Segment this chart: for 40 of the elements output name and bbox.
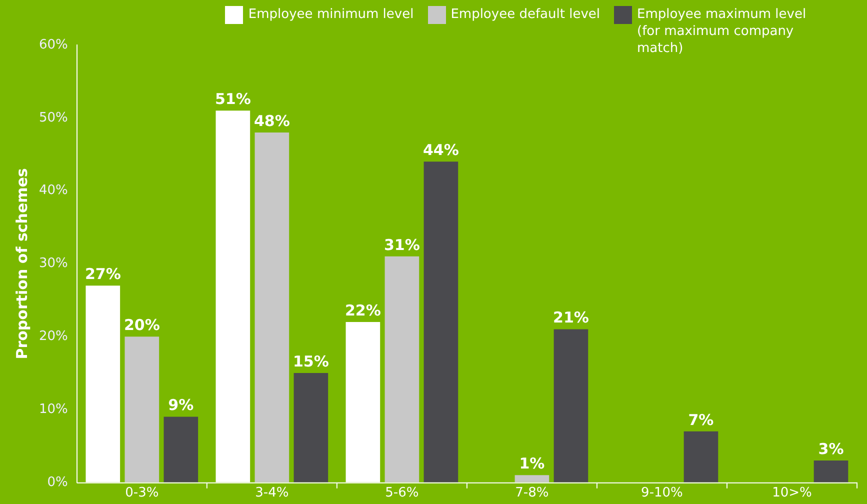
data-label: 44% bbox=[422, 141, 459, 160]
x-tick-label: 7-8% bbox=[515, 486, 549, 501]
y-tick-label: 0% bbox=[47, 474, 68, 490]
bar bbox=[254, 132, 290, 482]
y-axis-title: Proportion of schemes bbox=[12, 168, 31, 360]
data-label: 31% bbox=[384, 236, 420, 254]
y-tick-label: 10% bbox=[38, 402, 68, 417]
data-label: 9% bbox=[168, 396, 194, 414]
data-label: 48% bbox=[254, 112, 290, 130]
bar bbox=[294, 373, 328, 482]
x-tick-label: 0-3% bbox=[125, 486, 159, 501]
y-tick-label: 60% bbox=[38, 37, 68, 52]
x-tick-label: 3-4% bbox=[255, 486, 289, 501]
x-tick-label: 10>% bbox=[772, 486, 812, 501]
legend-label: Employee minimum level bbox=[248, 6, 414, 23]
y-tick-label: 30% bbox=[38, 256, 68, 272]
data-label: 1% bbox=[519, 454, 545, 472]
data-label: 7% bbox=[688, 410, 714, 429]
bar bbox=[384, 256, 420, 482]
bar bbox=[124, 336, 160, 482]
legend-label: Employee maximum level (for maximum company match) bbox=[637, 6, 808, 57]
data-label: 27% bbox=[84, 264, 121, 283]
bar bbox=[814, 460, 848, 482]
bar bbox=[424, 162, 458, 482]
data-label: 3% bbox=[818, 440, 844, 458]
data-label: 20% bbox=[124, 316, 160, 334]
bar bbox=[554, 329, 588, 482]
y-tick-label: 50% bbox=[38, 110, 68, 126]
data-label: 15% bbox=[292, 352, 329, 370]
data-label: 22% bbox=[344, 301, 381, 320]
x-tick-label: 9-10% bbox=[641, 486, 683, 501]
bar bbox=[164, 416, 198, 482]
x-tick-label: 5-6% bbox=[385, 486, 419, 501]
bar bbox=[684, 431, 718, 482]
bar bbox=[514, 475, 550, 482]
y-tick-label: 20% bbox=[38, 328, 68, 344]
legend-label: Employee default level bbox=[450, 6, 600, 23]
y-tick-label: 40% bbox=[38, 183, 68, 198]
data-label: 21% bbox=[553, 308, 589, 327]
data-label: 51% bbox=[214, 90, 251, 108]
